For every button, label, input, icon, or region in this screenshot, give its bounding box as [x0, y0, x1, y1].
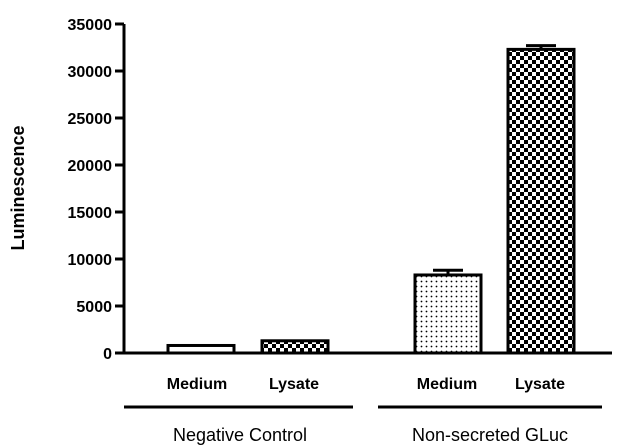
y-tick-label: 25000 [68, 111, 113, 128]
bar-lysate-3 [506, 47, 576, 355]
bars-layer [166, 44, 576, 355]
y-tick-label: 5000 [76, 299, 112, 316]
y-tick-label: 0 [103, 346, 112, 363]
y-axis-title: Luminescence [8, 125, 28, 250]
y-tick-label: 20000 [68, 158, 113, 175]
category-label: Lysate [269, 376, 319, 393]
category-label: Medium [417, 376, 477, 393]
bar-medium-0 [166, 343, 236, 355]
group-label: Negative Control [173, 425, 307, 445]
category-label: Lysate [515, 376, 565, 393]
category-labels: Medium Lysate Medium Lysate [167, 376, 565, 393]
y-tick-label: 10000 [68, 252, 113, 269]
category-label: Medium [167, 376, 227, 393]
group-labels: Negative Control Non-secreted GLuc [124, 405, 602, 445]
group-label: Non-secreted GLuc [412, 425, 568, 445]
y-tick-label: 30000 [68, 64, 113, 81]
bar-medium-2 [413, 273, 483, 355]
bar-lysate-1 [260, 339, 330, 355]
y-tick-label: 15000 [68, 205, 113, 222]
y-tick-label: 35000 [68, 17, 113, 34]
